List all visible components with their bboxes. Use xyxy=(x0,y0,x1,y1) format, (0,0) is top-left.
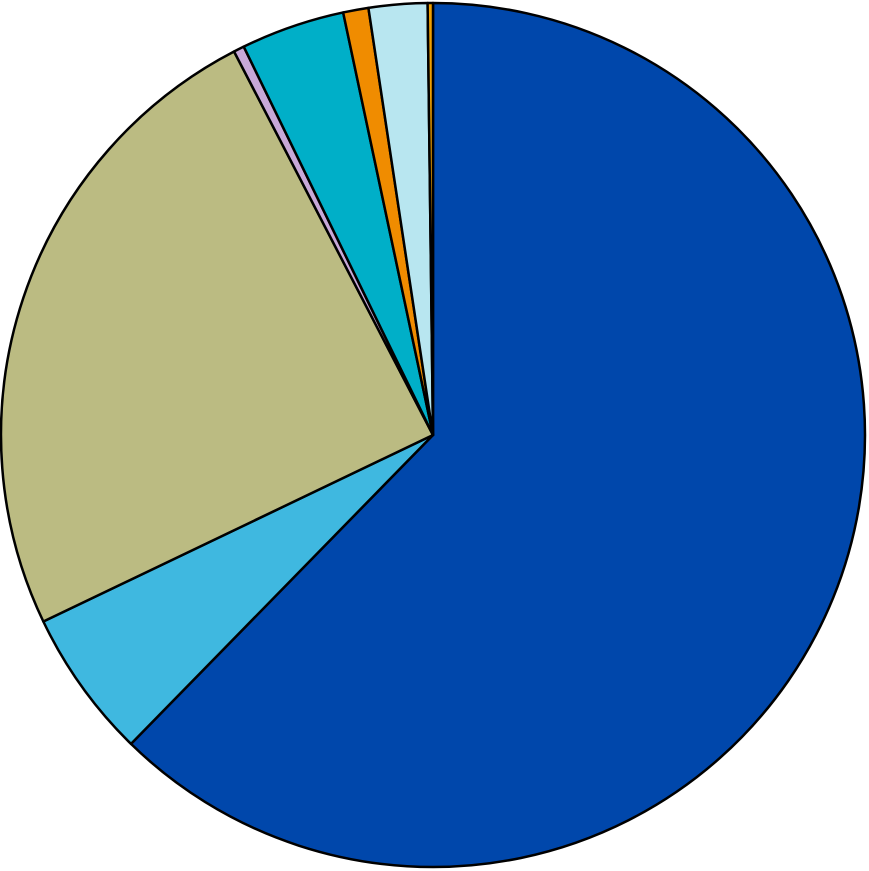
pie-slice-2 xyxy=(42,433,435,746)
pie-slice-3 xyxy=(0,50,435,623)
pie-slice-1 xyxy=(129,1,867,869)
pie-slice-8 xyxy=(426,1,435,437)
